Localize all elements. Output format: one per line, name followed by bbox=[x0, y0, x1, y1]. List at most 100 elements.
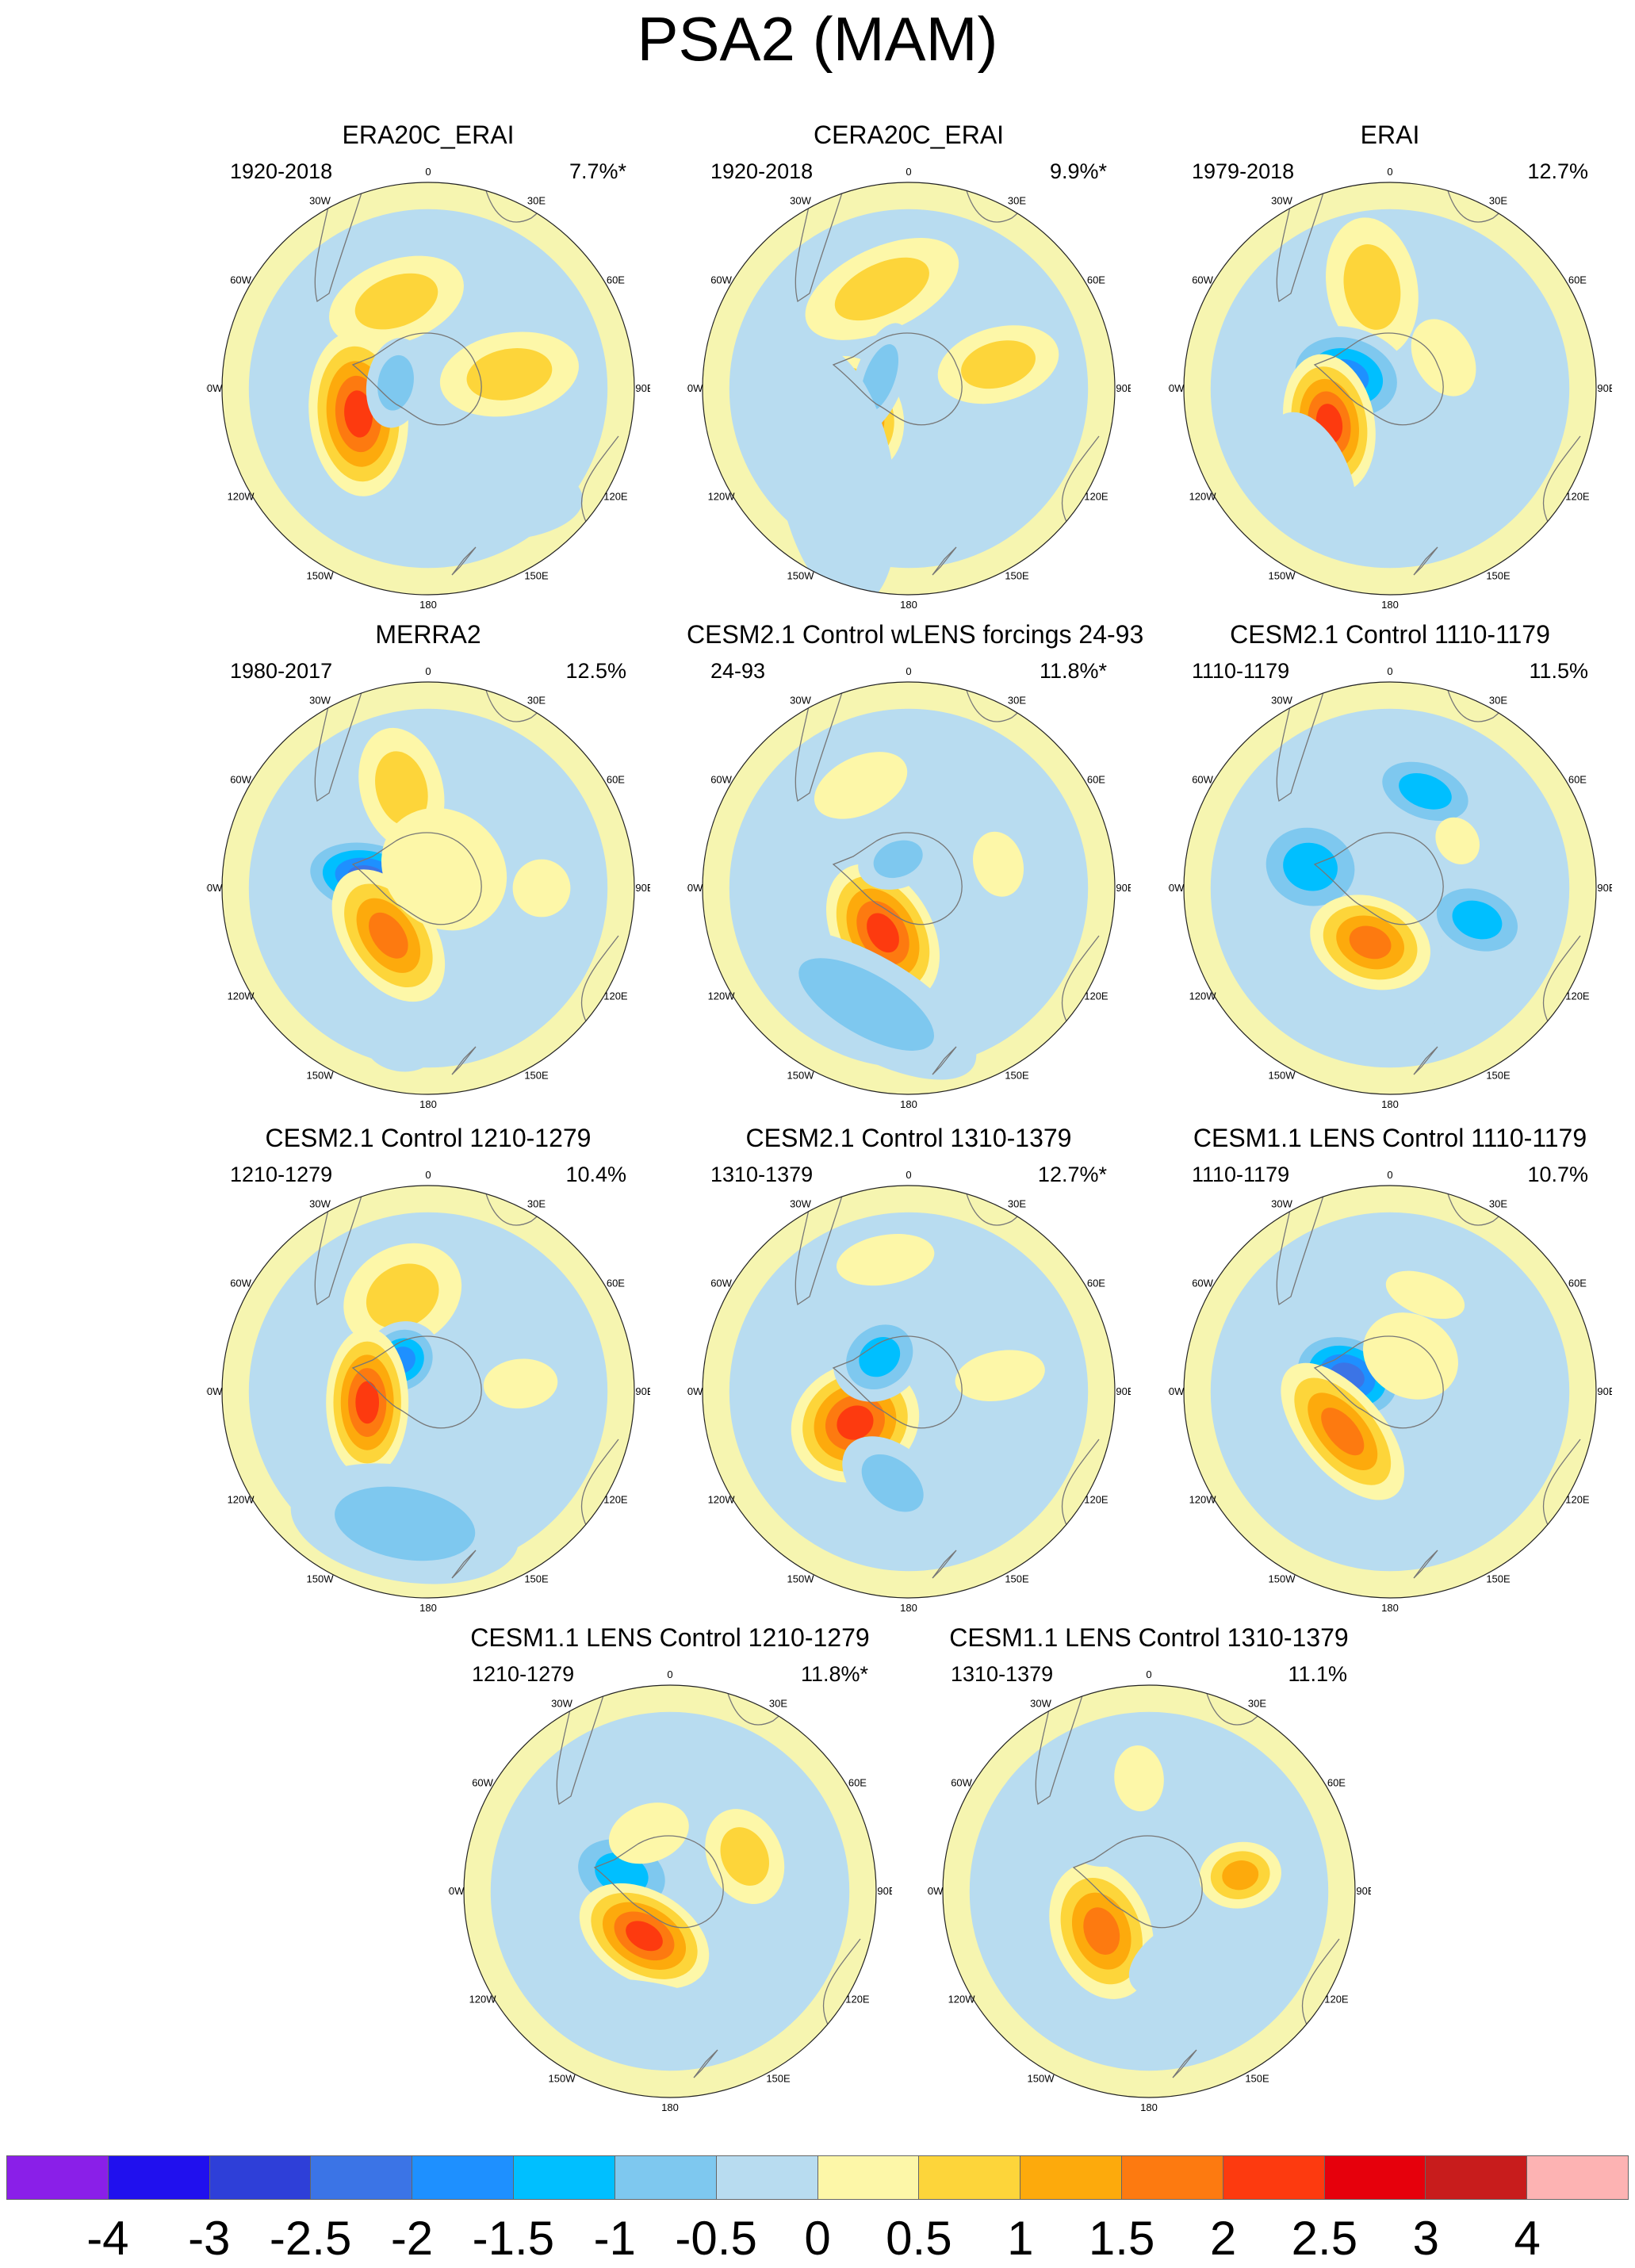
weak-positive-band bbox=[222, 182, 634, 595]
antarctica-coastline bbox=[1313, 1335, 1444, 1429]
map-border bbox=[1183, 182, 1597, 596]
weak-positive-band bbox=[222, 682, 634, 1094]
longitude-label: 90W bbox=[206, 1385, 223, 1397]
longitude-label: 150E bbox=[524, 1573, 549, 1584]
longitude-label: 120E bbox=[603, 491, 628, 503]
longitude-label: 120W bbox=[228, 990, 255, 1002]
longitude-label: 150E bbox=[1005, 1573, 1029, 1584]
longitude-label: 60E bbox=[1327, 1777, 1346, 1789]
longitude-label: 180 bbox=[1381, 599, 1399, 611]
polar-map: 0 30E 60E 90E 120E 150E 180 150W 120W 90W 60W 30W bbox=[206, 666, 650, 1110]
antarctica-coastline bbox=[1313, 832, 1444, 925]
negative-anomaly-contour bbox=[873, 840, 923, 879]
negative-anomaly-contour bbox=[1128, 1911, 1242, 1996]
longitude-label: 60W bbox=[1192, 774, 1213, 786]
longitude-label: 120W bbox=[1189, 990, 1217, 1002]
positive-anomaly-contour bbox=[375, 751, 428, 826]
panel-title: CESM2.1 Control 1110-1179 bbox=[1230, 620, 1550, 649]
longitude-label: 30E bbox=[769, 1698, 787, 1710]
longitude-label: 60E bbox=[1568, 774, 1587, 786]
negative-anomaly-contour bbox=[401, 458, 583, 541]
longitude-label: 150W bbox=[307, 569, 335, 581]
colorbar bbox=[6, 2155, 1629, 2206]
longitude-label: 180 bbox=[419, 1098, 437, 1110]
panel-title: ERA20C_ERAI bbox=[342, 121, 515, 149]
longitude-label: 30W bbox=[309, 195, 331, 207]
positive-anomaly-contour bbox=[1385, 1270, 1465, 1320]
colorbar-swatch bbox=[1223, 2155, 1325, 2200]
positive-anomaly-contour bbox=[1321, 1408, 1365, 1456]
new-zealand-coastline bbox=[451, 1550, 477, 1579]
positive-anomaly-contour bbox=[369, 912, 408, 959]
longitude-label: 60E bbox=[848, 1777, 867, 1789]
positive-anomaly-contour bbox=[1222, 1860, 1259, 1891]
panel-variance: 11.8%* bbox=[1039, 659, 1107, 683]
antarctica-coastline bbox=[1072, 1835, 1203, 1929]
colorbar-tick-label: -0.5 bbox=[675, 2212, 757, 2265]
longitude-label: 90E bbox=[1597, 1385, 1612, 1397]
longitude-label: 60W bbox=[230, 1278, 251, 1289]
longitude-label: 60E bbox=[607, 774, 625, 786]
positive-anomaly-contour bbox=[836, 1233, 935, 1286]
panel-years: 1210-1279 bbox=[230, 1163, 333, 1186]
antarctica-coastline bbox=[1313, 332, 1444, 426]
longitude-label: 120E bbox=[603, 1494, 628, 1506]
longitude-label: 0 bbox=[906, 666, 911, 677]
polar-map: 0 30E 60E 90E 120E 150E 180 150W 120W 90W 60W 30W bbox=[687, 167, 1131, 611]
longitude-label: 60E bbox=[607, 1278, 625, 1289]
longitude-label: 0 bbox=[906, 167, 911, 178]
longitude-label: 90E bbox=[1356, 1885, 1371, 1897]
south-america-coastline bbox=[1276, 682, 1327, 803]
longitude-label: 180 bbox=[1381, 1602, 1399, 1614]
longitude-label: 90W bbox=[687, 882, 703, 894]
positive-anomaly-contour bbox=[1349, 925, 1392, 960]
longitude-label: 120W bbox=[708, 491, 736, 503]
longitude-label: 120W bbox=[708, 990, 736, 1002]
map-panel: CESM2.1 Control wLENS forcings 24-93 24-9… bbox=[687, 619, 1143, 1110]
longitude-label: 90E bbox=[877, 1885, 892, 1897]
longitude-label: 30E bbox=[527, 1198, 546, 1210]
map-panel: CESM2.1 Control 1210-1279 1210-1279 10.4% 0… bbox=[206, 1122, 650, 1614]
negative-anomaly-contour bbox=[366, 1029, 433, 1072]
weak-positive-band bbox=[464, 1685, 876, 2098]
longitude-label: 90E bbox=[635, 1385, 650, 1397]
longitude-label: 0 bbox=[1387, 1170, 1392, 1181]
positive-anomaly-contour bbox=[1114, 1745, 1164, 1812]
panel-title: CESM2.1 Control 1210-1279 bbox=[265, 1124, 592, 1152]
panel-variance: 7.7%* bbox=[569, 159, 626, 183]
colorbar-tick-label: 1 bbox=[1007, 2212, 1034, 2265]
new-zealand-coastline bbox=[932, 1550, 957, 1579]
panel-title: CESM1.1 LENS Control 1110-1179 bbox=[1193, 1124, 1587, 1152]
panel-variance: 12.7%* bbox=[1037, 1163, 1107, 1186]
colorbar-swatch bbox=[1426, 2155, 1528, 2200]
south-america-coastline bbox=[795, 682, 846, 803]
longitude-label: 0 bbox=[1387, 666, 1392, 677]
new-zealand-coastline bbox=[1413, 546, 1438, 576]
positive-anomaly-contour bbox=[483, 1358, 558, 1409]
longitude-label: 30E bbox=[1008, 695, 1026, 707]
longitude-label: 150W bbox=[1269, 1069, 1296, 1081]
map-border bbox=[463, 1684, 877, 2098]
positive-anomaly-contour bbox=[366, 1263, 439, 1329]
panel-years: 1310-1379 bbox=[710, 1163, 814, 1186]
panel-years: 1310-1379 bbox=[951, 1662, 1054, 1686]
weak-positive-band bbox=[703, 1186, 1115, 1598]
longitude-label: 90E bbox=[1116, 382, 1131, 394]
longitude-label: 60W bbox=[710, 1278, 732, 1289]
longitude-label: 90W bbox=[206, 382, 223, 394]
polar-map: 0 30E 60E 90E 120E 150E 180 150W 120W 90W 60W 30W bbox=[687, 666, 1131, 1110]
antarctica-coastline bbox=[351, 1335, 482, 1429]
longitude-label: 30E bbox=[1248, 1698, 1266, 1710]
colorbar-labels: -4 -3 -2.5 -2 -1.5 -1 -0.5 0 0.5 1 1.5 2 2.5 3 4 bbox=[6, 2212, 1629, 2268]
longitude-label: 150W bbox=[1028, 2072, 1055, 2084]
panel-variance: 10.7% bbox=[1527, 1163, 1588, 1186]
panel-variance: 12.7% bbox=[1527, 159, 1588, 183]
longitude-label: 0 bbox=[425, 666, 431, 677]
positive-anomaly-contour bbox=[1435, 817, 1480, 864]
colorbar-swatch bbox=[514, 2155, 615, 2200]
longitude-label: 150E bbox=[1005, 1069, 1029, 1081]
longitude-label: 120W bbox=[228, 1494, 255, 1506]
panel-title: CESM2.1 Control 1310-1379 bbox=[745, 1124, 1072, 1152]
polar-map: 0 30E 60E 90E 120E 150E 180 150W 120W 90W 60W 30W bbox=[1168, 666, 1612, 1110]
longitude-label: 120W bbox=[469, 1994, 497, 2006]
